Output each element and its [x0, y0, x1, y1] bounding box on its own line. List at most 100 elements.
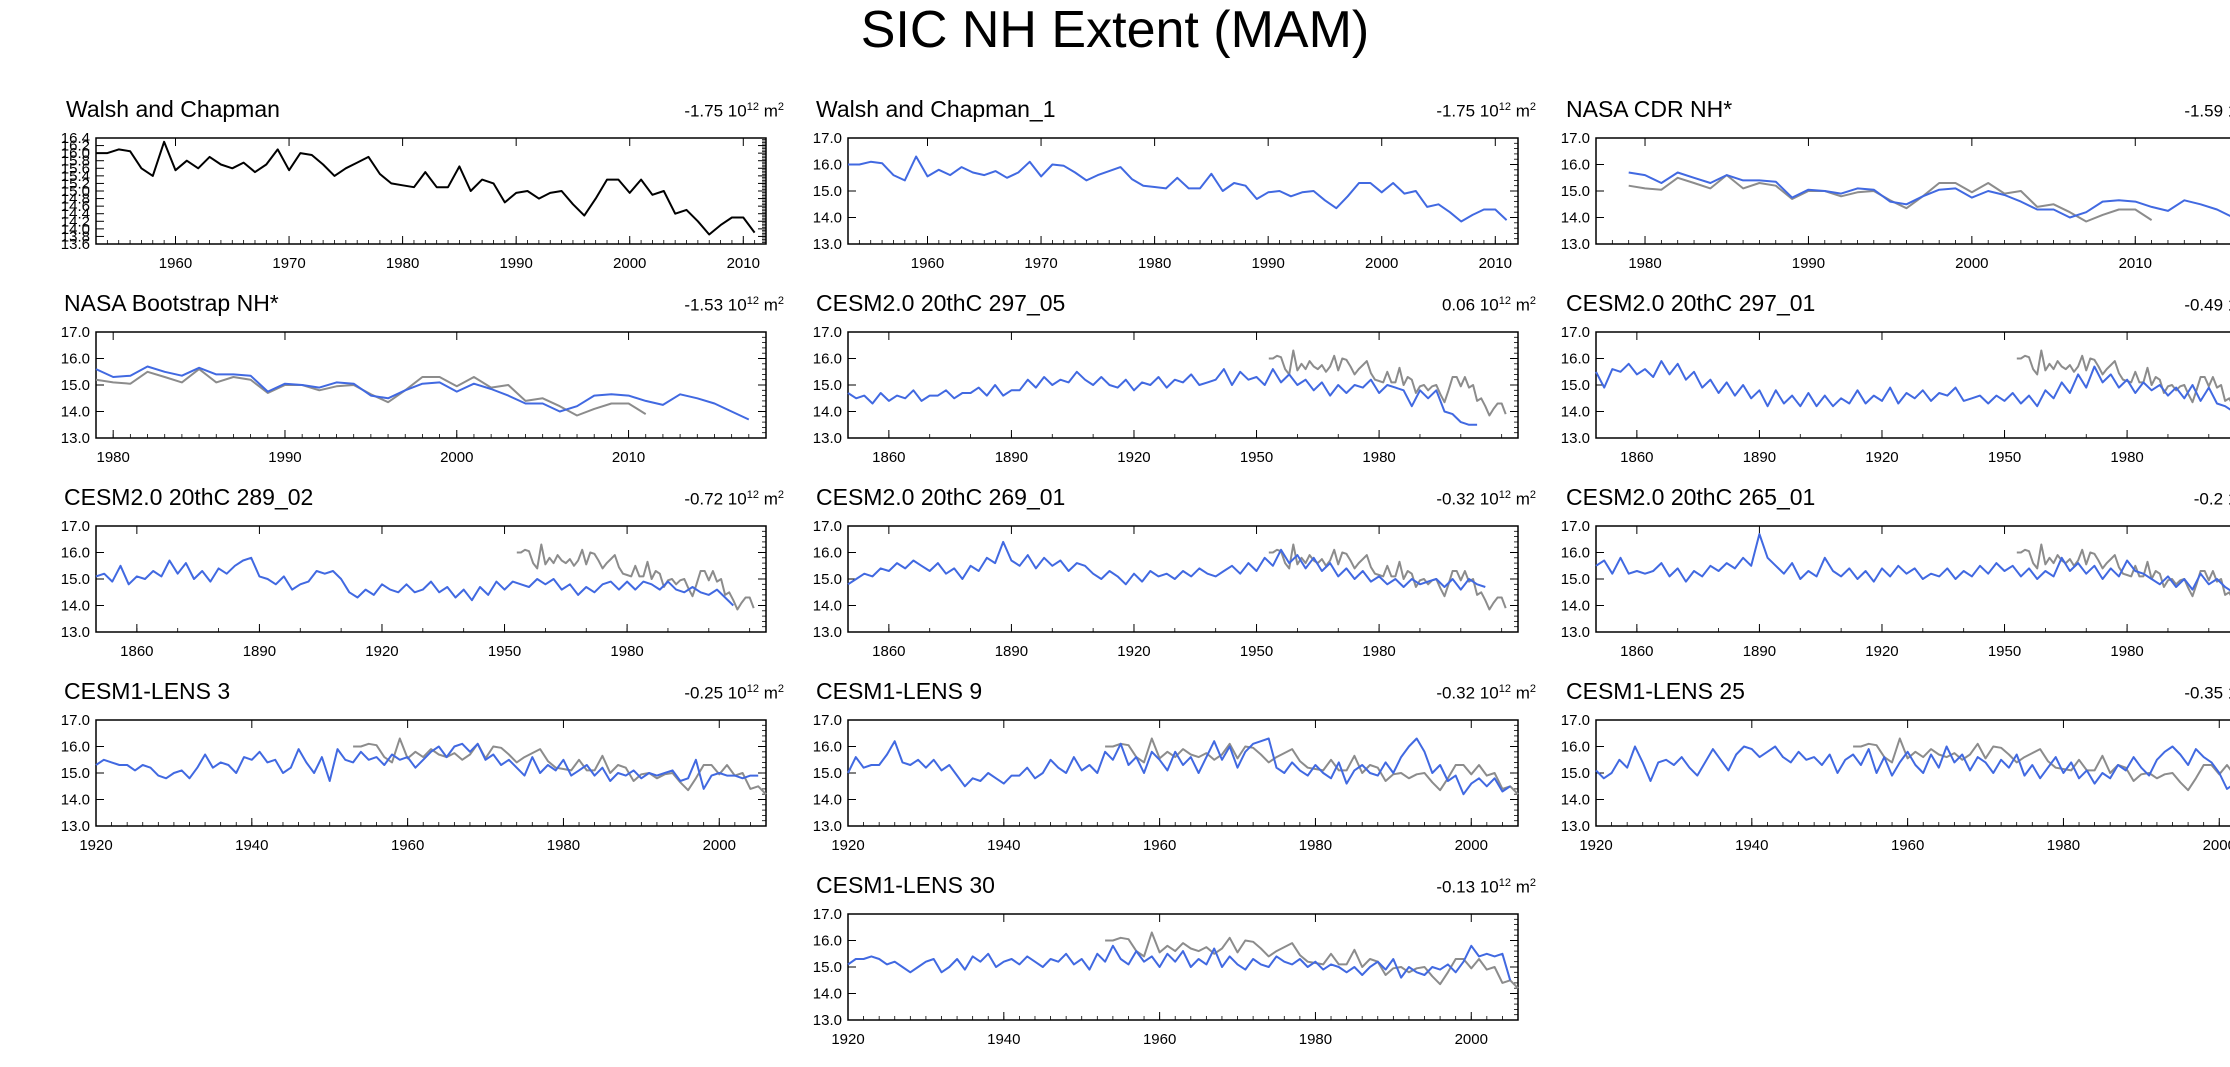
panel-trend: -0.49 1012 m2 — [2184, 290, 2230, 317]
x-tick-label: 1950 — [1988, 449, 2021, 466]
panel-trend: -0.32 1012 m2 — [1436, 678, 1536, 705]
y-tick-label: 13.6 — [61, 236, 90, 253]
series-line-walsh-and-chapman — [1105, 931, 1519, 989]
x-tick-label: 1990 — [268, 449, 301, 466]
x-tick-label: 1950 — [1988, 643, 2021, 660]
y-tick-label: 15.2 — [61, 175, 90, 192]
x-tick-label: 1920 — [1579, 837, 1612, 854]
trend-value: -0.49 — [2184, 295, 2224, 315]
x-tick-label: 1960 — [1143, 837, 1176, 854]
trend-mantissa: 10 — [1479, 489, 1499, 509]
x-tick-label: 1940 — [987, 837, 1020, 854]
series-line-walsh-and-chapman — [2016, 349, 2230, 404]
trend-mantissa: 10 — [2228, 296, 2230, 315]
y-tick-label: 14.0 — [61, 598, 90, 615]
y-tick-label: 15.0 — [1561, 571, 1590, 588]
x-tick-label: 1860 — [872, 643, 905, 660]
trend-value: -0.72 — [684, 489, 724, 509]
chart-nasa-bootstrap-nh: 17.0 16.0 15.0 14.0 13.0 1980 1990 2000 2010 — [61, 324, 767, 466]
trend-exponent: 12 — [746, 295, 759, 307]
x-tick-label: 1860 — [1620, 643, 1653, 660]
panel-title: CESM1-LENS 25 — [1566, 678, 1745, 704]
y-tick-label: 14.0 — [1561, 792, 1590, 809]
y-tick-label: 15.0 — [61, 765, 90, 782]
trend-unit-exponent: 2 — [1529, 489, 1536, 501]
series-line-nasa-bootstrap-nh — [95, 365, 750, 421]
x-tick-label: 1860 — [120, 643, 153, 660]
x-tick-label: 1970 — [1024, 255, 1057, 272]
y-tick-label: 15.0 — [61, 377, 90, 394]
y-tick-label: 14.6 — [61, 198, 90, 215]
y-tick-label: 16.2 — [61, 138, 90, 155]
series-line-walsh-and-chapman — [1268, 543, 1507, 611]
chart-cesm1-lens-25: 17.0 16.0 15.0 14.0 13.0 1920 1940 1960 1980 2000 — [1561, 712, 2230, 854]
chart-cesm2-269-01: 17.0 16.0 15.0 14.0 13.0 1860 1890 1920 1950 1980 — [813, 518, 1519, 660]
x-tick-label: 2000 — [703, 837, 736, 854]
panel-trend: -1.59 1012 m2 — [2184, 96, 2230, 123]
trend-unit: m — [1515, 101, 1530, 121]
x-tick-label: 2010 — [727, 255, 760, 272]
y-tick-label: 15.0 — [813, 959, 842, 976]
trend-exponent: 12 — [1498, 489, 1511, 501]
trend-value: 0.06 — [1441, 295, 1476, 315]
x-tick-label: 1980 — [386, 255, 419, 272]
panel-title: CESM1-LENS 3 — [64, 678, 231, 704]
y-tick-label: 17.0 — [1561, 712, 1590, 729]
chart-cesm2-297-01: 17.0 16.0 15.0 14.0 13.0 1860 1890 1920 1950 1980 — [1561, 324, 2230, 466]
y-tick-label: 16.0 — [61, 351, 90, 368]
x-tick-label: 1960 — [911, 255, 944, 272]
x-tick-label: 2000 — [613, 255, 646, 272]
y-tick-label: 13.0 — [61, 430, 90, 447]
y-tick-label: 16.0 — [813, 739, 842, 756]
series-line-cesm1-lens-9 — [847, 737, 1511, 796]
trend-exponent: 12 — [1498, 877, 1511, 889]
chart-cesm2-289-02: 17.0 16.0 15.0 14.0 13.0 1860 1890 1920 1950 1980 — [61, 518, 767, 660]
chart-cesm1-lens-9: 17.0 16.0 15.0 14.0 13.0 1920 1940 1960 1980 2000 — [813, 712, 1519, 854]
y-tick-label: 15.0 — [813, 183, 842, 200]
panel-cesm2-297-01: CESM2.0 20thC 297_01 -0.49 1012 m2 17.01… — [1548, 284, 2230, 474]
trend-unit-exponent: 2 — [1529, 877, 1536, 889]
plot-frame — [1595, 137, 2230, 245]
chart-walsh-chapman: 16.416.216.015.815.615.415.215.014.814.6… — [61, 130, 767, 272]
x-tick-label: 1950 — [488, 643, 521, 660]
x-tick-label: 1890 — [995, 449, 1028, 466]
panel-cesm2-289-02: CESM2.0 20thC 289_02 -0.72 1012 m2 17.0 1… — [48, 478, 798, 668]
y-tick-label: 17.0 — [813, 518, 842, 535]
y-tick-label: 17.0 — [1561, 518, 1590, 535]
chart-walsh-chapman-1: 17.0 16.0 15.0 14.0 13.0 1960 1970 1980 1990 2000… — [813, 130, 1519, 272]
y-tick-label: 14.8 — [61, 191, 90, 208]
x-tick-label: 1980 — [1362, 643, 1395, 660]
y-tick-label: 13.0 — [813, 624, 842, 641]
x-tick-label: 2000 — [440, 449, 473, 466]
trend-unit: m — [1515, 295, 1530, 315]
panel-walsh-chapman-1: Walsh and Chapman_1 -1.75 1012 m2 17.0 16… — [800, 90, 1550, 280]
plot-frame — [95, 331, 767, 439]
plot-frame — [847, 719, 1519, 827]
trend-mantissa: 10 — [727, 101, 747, 121]
x-tick-label: 1960 — [1891, 837, 1924, 854]
figure-title: SIC NH Extent (MAM) — [860, 1, 1370, 59]
y-tick-label: 17.0 — [61, 324, 90, 341]
y-tick-label: 15.0 — [813, 377, 842, 394]
panel-walsh-chapman: Walsh and Chapman -1.75 1012 m2 16.4 16.2… — [48, 90, 798, 280]
panel-trend: -0.13 1012 m2 — [1436, 872, 1536, 899]
x-tick-label: 1940 — [987, 1031, 1020, 1048]
panel-title: CESM2.0 20thC 289_02 — [64, 484, 314, 510]
x-tick-label: 2000 — [1455, 837, 1488, 854]
panel-title: Walsh and Chapman — [66, 96, 280, 122]
y-tick-label: 15.0 — [1561, 377, 1590, 394]
trend-mantissa: 10 — [727, 489, 747, 509]
chart-nasa-cdr-nh: 17.0 16.0 15.0 14.0 13.0 1980 1990 2000 2010 — [1561, 130, 2230, 272]
trend-unit-exponent: 2 — [1529, 683, 1536, 695]
trend-exponent: 12 — [746, 101, 759, 113]
y-tick-label: 13.0 — [61, 624, 90, 641]
y-tick-label: 14.0 — [61, 221, 90, 238]
y-tick-label: 13.0 — [813, 236, 842, 253]
trend-value: -0.32 — [1436, 489, 1476, 509]
trend-mantissa: 10 — [1479, 101, 1499, 121]
panel-cesm1-lens-30: CESM1-LENS 30 -0.13 1012 m2 17.0 16.0 15.0… — [800, 866, 1550, 1056]
y-tick-label: 13.0 — [1561, 430, 1590, 447]
y-tick-label: 15.0 — [1561, 765, 1590, 782]
panel-cesm1-lens-25: CESM1-LENS 25 -0.35 1012 m2 17.0 16.0 15.0… — [1548, 672, 2230, 862]
plot-frame — [847, 137, 1519, 245]
